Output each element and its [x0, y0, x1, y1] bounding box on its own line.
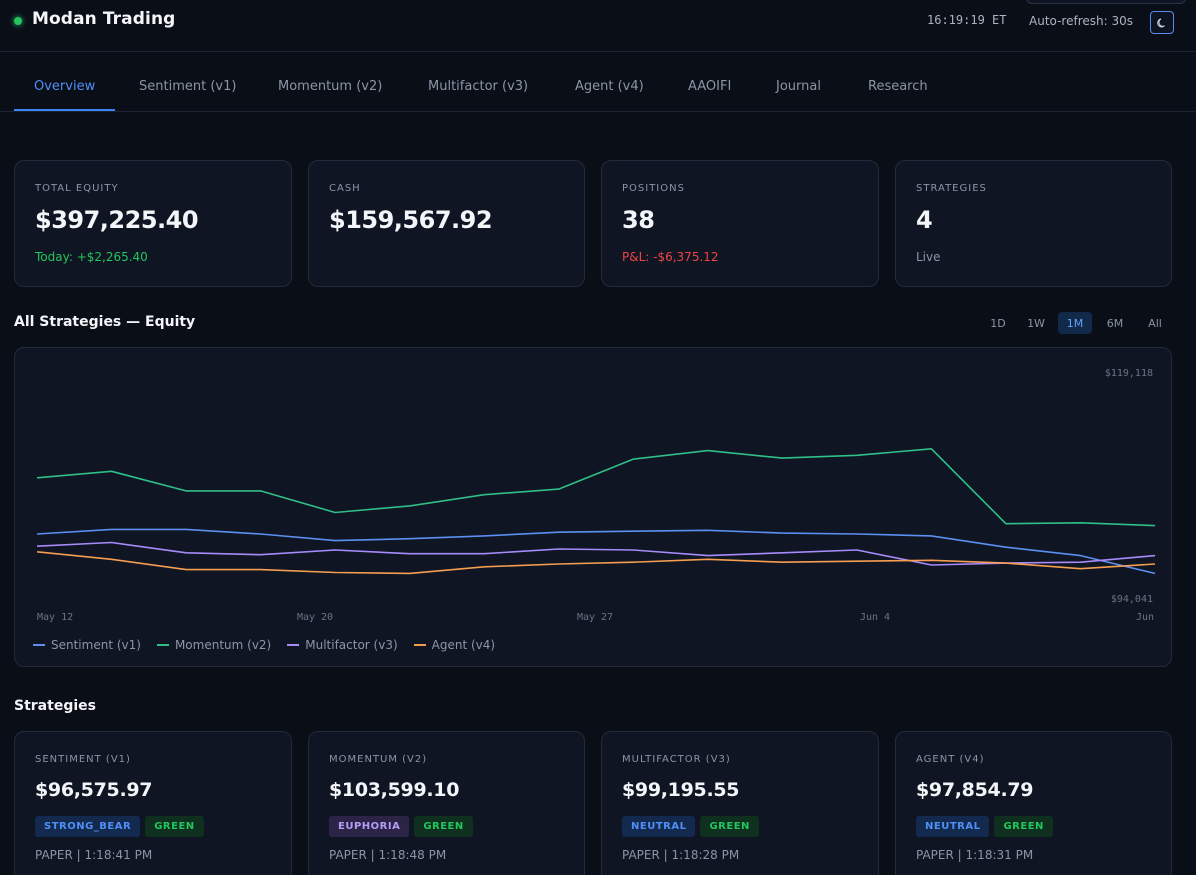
range-button-1d[interactable]: 1D [990, 316, 1006, 330]
range-button-6m[interactable]: 6M [1106, 316, 1124, 330]
stat-subtext: P&L: -$6,375.12 [622, 250, 719, 264]
theme-toggle-button[interactable] [1150, 11, 1174, 34]
status-badge: GREEN [700, 816, 759, 837]
legend-swatch [287, 644, 300, 646]
app-title: Modan Trading [32, 9, 176, 29]
regime-badge: NEUTRAL [916, 816, 990, 837]
strategy-label: AGENT (V4) [916, 754, 985, 765]
tab-journal[interactable]: Journal [776, 79, 821, 94]
top-right-control[interactable] [1026, 0, 1186, 4]
strategy-label: SENTIMENT (V1) [35, 754, 131, 765]
tab-research[interactable]: Research [868, 79, 928, 94]
strategy-meta: PAPER | 1:18:41 PM [35, 848, 153, 862]
main-tabs: Overview Sentiment (v1) Momentum (v2) Mu… [0, 52, 1196, 112]
stat-label: POSITIONS [622, 183, 685, 194]
legend-label: Momentum (v2) [174, 638, 272, 652]
series-line-multifactor [36, 541, 1156, 566]
status-badge: GREEN [994, 816, 1053, 837]
equity-chart[interactable]: $119,118 $94,041 May 12 May 20 May 27 Jun 4 Ju… [14, 347, 1172, 667]
strategy-equity: $99,195.55 [622, 779, 740, 801]
strategy-card-multifactor[interactable]: MULTIFACTOR (V3) $99,195.55 NEUTRAL GREE… [601, 731, 879, 875]
y-axis-min-label: $94,041 [1111, 594, 1153, 605]
strategy-badges: NEUTRAL GREEN [622, 816, 759, 837]
regime-badge: EUPHORIA [329, 816, 410, 837]
x-axis-tick-label: May 12 [37, 612, 73, 623]
tab-sentiment[interactable]: Sentiment (v1) [139, 79, 237, 94]
x-axis-tick-label: Jun [1136, 612, 1154, 623]
stat-value: $397,225.40 [35, 206, 199, 234]
y-axis-max-label: $119,118 [1105, 368, 1153, 379]
strategy-equity: $97,854.79 [916, 779, 1034, 801]
strategy-badges: NEUTRAL GREEN [916, 816, 1053, 837]
stat-card-strategies: STRATEGIES 4 Live [895, 160, 1172, 287]
tab-aaoifi[interactable]: AAOIFI [688, 79, 732, 94]
regime-badge: STRONG_BEAR [35, 816, 141, 837]
status-indicator-icon [14, 17, 22, 25]
strategy-card-momentum[interactable]: MOMENTUM (V2) $103,599.10 EUPHORIA GREEN… [308, 731, 585, 875]
strategy-badges: EUPHORIA GREEN [329, 816, 473, 837]
legend-item-multifactor[interactable]: Multifactor (v3) [287, 638, 398, 652]
stat-value: $159,567.92 [329, 206, 493, 234]
x-axis-tick-label: Jun 4 [860, 612, 890, 623]
legend-swatch [156, 644, 169, 646]
strategy-meta: PAPER | 1:18:28 PM [622, 848, 740, 862]
stat-card-positions: POSITIONS 38 P&L: -$6,375.12 [601, 160, 879, 287]
stat-card-total-equity: TOTAL EQUITY $397,225.40 Today: +$2,265.… [14, 160, 292, 287]
stat-label: TOTAL EQUITY [35, 183, 119, 194]
regime-badge: NEUTRAL [622, 816, 696, 837]
strategy-card-sentiment[interactable]: SENTIMENT (V1) $96,575.97 STRONG_BEAR GR… [14, 731, 292, 875]
strategy-meta: PAPER | 1:18:48 PM [329, 848, 447, 862]
strategy-badges: STRONG_BEAR GREEN [35, 816, 204, 837]
tab-momentum[interactable]: Momentum (v2) [278, 79, 383, 94]
clock: 16:19:19 ET [927, 13, 1007, 27]
equity-section-title: All Strategies — Equity [14, 314, 196, 330]
stat-value: 4 [916, 206, 933, 234]
series-line-sentiment [36, 528, 1156, 575]
stat-label: CASH [329, 183, 361, 194]
strategy-label: MULTIFACTOR (V3) [622, 754, 731, 765]
legend-item-momentum[interactable]: Momentum (v2) [156, 638, 272, 652]
equity-chart-plot: $119,118 $94,041 May 12 May 20 May 27 Jun 4 Ju… [36, 368, 1156, 623]
range-button-1w[interactable]: 1W [1027, 316, 1045, 330]
strategies-section-title: Strategies [14, 698, 96, 714]
moon-icon [1157, 18, 1165, 27]
strategy-meta: PAPER | 1:18:31 PM [916, 848, 1034, 862]
range-button-1m[interactable]: 1M [1058, 312, 1092, 334]
series-line-momentum [36, 448, 1156, 527]
x-axis-tick-label: May 20 [297, 612, 333, 623]
legend-item-agent[interactable]: Agent (v4) [413, 638, 496, 652]
legend-label: Agent (v4) [431, 638, 496, 652]
strategy-label: MOMENTUM (V2) [329, 754, 428, 765]
stat-label: STRATEGIES [916, 183, 987, 194]
range-button-all[interactable]: All [1148, 316, 1162, 330]
status-badge: GREEN [145, 816, 204, 837]
series-line-agent [36, 551, 1156, 575]
active-tab-indicator [14, 109, 115, 111]
stat-value: 38 [622, 206, 655, 234]
tab-agent[interactable]: Agent (v4) [575, 79, 644, 94]
tab-multifactor[interactable]: Multifactor (v3) [428, 79, 529, 94]
legend-item-sentiment[interactable]: Sentiment (v1) [33, 638, 141, 652]
top-bar: Modan Trading 16:19:19 ET Auto-refresh: … [0, 0, 1196, 52]
legend-swatch [33, 644, 45, 646]
strategy-equity: $96,575.97 [35, 779, 153, 801]
stat-subtext: Today: +$2,265.40 [35, 250, 148, 264]
x-axis-tick-label: May 27 [577, 612, 613, 623]
chart-legend: Sentiment (v1) Momentum (v2) Multifactor… [33, 638, 495, 652]
legend-swatch [413, 644, 426, 646]
stat-card-cash: CASH $159,567.92 [308, 160, 585, 287]
legend-label: Multifactor (v3) [305, 638, 398, 652]
legend-label: Sentiment (v1) [51, 638, 141, 652]
strategy-equity: $103,599.10 [329, 779, 460, 801]
tab-overview[interactable]: Overview [34, 79, 96, 94]
auto-refresh-label: Auto-refresh: 30s [1029, 14, 1133, 28]
stat-subtext: Live [916, 250, 941, 264]
strategy-card-agent[interactable]: AGENT (V4) $97,854.79 NEUTRAL GREEN PAPE… [895, 731, 1172, 875]
status-badge: GREEN [414, 816, 473, 837]
